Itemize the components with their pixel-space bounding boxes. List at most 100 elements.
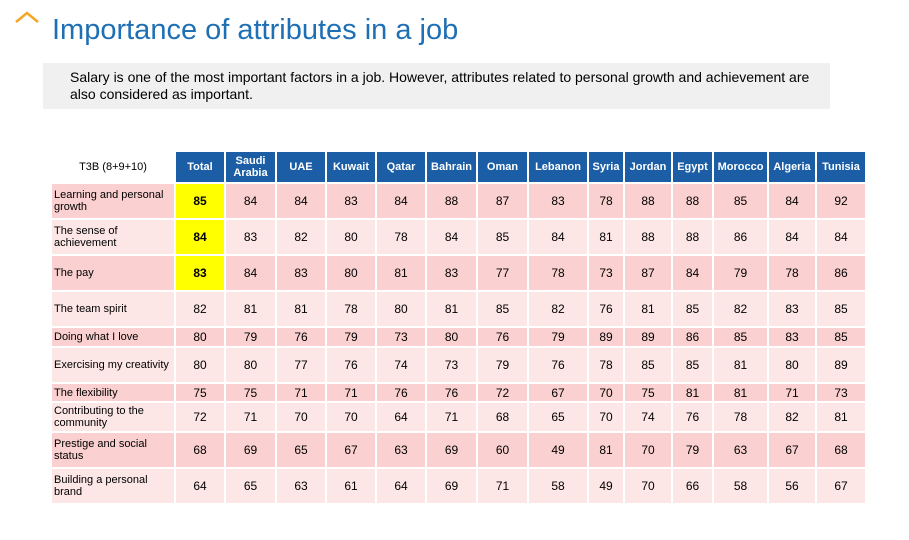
- value-cell: 84: [377, 184, 425, 218]
- value-cell: 83: [277, 256, 325, 290]
- value-cell: 73: [427, 348, 476, 382]
- value-cell: 85: [817, 328, 865, 346]
- table-row: The sense of achievement 84 83 82 80 78 84 85 84…: [52, 220, 865, 254]
- value-cell: 85: [478, 292, 527, 326]
- value-cell: 63: [714, 433, 767, 467]
- table-row: Building a personal brand 64 65 63 61 64 69 71 5…: [52, 469, 865, 503]
- value-cell: 81: [817, 403, 865, 431]
- value-cell: 81: [377, 256, 425, 290]
- value-cell: 71: [226, 403, 275, 431]
- value-cell: 81: [427, 292, 476, 326]
- value-cell: 81: [226, 292, 275, 326]
- table-row: The flexibility 75 75 71 71 76 76 72 67 70 75 81 81 7…: [52, 384, 865, 401]
- row-label: Building a personal brand: [52, 469, 174, 503]
- value-cell: 73: [377, 328, 425, 346]
- column-header: Lebanon: [529, 152, 587, 182]
- value-cell: 70: [625, 469, 671, 503]
- value-cell: 60: [478, 433, 527, 467]
- row-label: Contributing to the community: [52, 403, 174, 431]
- value-cell: 64: [377, 403, 425, 431]
- value-cell: 71: [327, 384, 375, 401]
- value-cell: 84: [427, 220, 476, 254]
- value-cell: 87: [478, 184, 527, 218]
- value-cell: 80: [327, 220, 375, 254]
- total-cell: 85: [176, 184, 224, 218]
- value-cell: 79: [529, 328, 587, 346]
- value-cell: 71: [277, 384, 325, 401]
- value-cell: 78: [714, 403, 767, 431]
- value-cell: 82: [277, 220, 325, 254]
- value-cell: 76: [377, 384, 425, 401]
- value-cell: 64: [377, 469, 425, 503]
- value-cell: 80: [769, 348, 815, 382]
- value-cell: 83: [529, 184, 587, 218]
- value-cell: 80: [377, 292, 425, 326]
- value-cell: 75: [625, 384, 671, 401]
- total-cell: 68: [176, 433, 224, 467]
- table-row: Learning and personal growth 85 84 84 83 84 88…: [52, 184, 865, 218]
- total-cell: 83: [176, 256, 224, 290]
- value-cell: 69: [427, 433, 476, 467]
- row-label: Exercising my creativity: [52, 348, 174, 382]
- value-cell: 77: [478, 256, 527, 290]
- value-cell: 85: [673, 348, 712, 382]
- value-cell: 85: [817, 292, 865, 326]
- column-header: Oman: [478, 152, 527, 182]
- value-cell: 86: [673, 328, 712, 346]
- column-header: Bahrain: [427, 152, 476, 182]
- value-cell: 71: [427, 403, 476, 431]
- table-row: The team spirit 82 81 81 78 80 81 85 82 76 81 85 82 8…: [52, 292, 865, 326]
- value-cell: 81: [673, 384, 712, 401]
- value-cell: 65: [529, 403, 587, 431]
- column-header: Algeria: [769, 152, 815, 182]
- value-cell: 80: [226, 348, 275, 382]
- value-cell: 84: [277, 184, 325, 218]
- row-label: The flexibility: [52, 384, 174, 401]
- value-cell: 82: [769, 403, 815, 431]
- value-cell: 49: [589, 469, 623, 503]
- value-cell: 83: [769, 292, 815, 326]
- row-label: Learning and personal growth: [52, 184, 174, 218]
- value-cell: 68: [817, 433, 865, 467]
- value-cell: 76: [478, 328, 527, 346]
- value-cell: 76: [589, 292, 623, 326]
- row-label: The pay: [52, 256, 174, 290]
- value-cell: 61: [327, 469, 375, 503]
- value-cell: 83: [226, 220, 275, 254]
- value-cell: 81: [625, 292, 671, 326]
- attributes-table: T3B (8+9+10) Total Saudi Arabia UAE Kuwait Qa…: [50, 150, 867, 505]
- column-header: Saudi Arabia: [226, 152, 275, 182]
- value-cell: 80: [427, 328, 476, 346]
- value-cell: 71: [769, 384, 815, 401]
- value-cell: 89: [589, 328, 623, 346]
- value-cell: 63: [377, 433, 425, 467]
- value-cell: 78: [529, 256, 587, 290]
- value-cell: 65: [277, 433, 325, 467]
- value-cell: 76: [673, 403, 712, 431]
- value-cell: 81: [277, 292, 325, 326]
- value-cell: 73: [817, 384, 865, 401]
- value-cell: 84: [226, 256, 275, 290]
- value-cell: 85: [625, 348, 671, 382]
- value-cell: 86: [714, 220, 767, 254]
- column-header: Jordan: [625, 152, 671, 182]
- summary-box: Salary is one of the most important fact…: [43, 63, 830, 109]
- value-cell: 85: [714, 184, 767, 218]
- value-cell: 79: [714, 256, 767, 290]
- total-cell: 84: [176, 220, 224, 254]
- value-cell: 67: [529, 384, 587, 401]
- value-cell: 87: [625, 256, 671, 290]
- value-cell: 71: [478, 469, 527, 503]
- value-cell: 76: [427, 384, 476, 401]
- column-header: UAE: [277, 152, 325, 182]
- value-cell: 78: [589, 184, 623, 218]
- value-cell: 67: [769, 433, 815, 467]
- value-cell: 63: [277, 469, 325, 503]
- value-cell: 88: [427, 184, 476, 218]
- value-cell: 67: [817, 469, 865, 503]
- value-cell: 78: [769, 256, 815, 290]
- value-cell: 69: [427, 469, 476, 503]
- table-row: Doing what I love 80 79 76 79 73 80 76 79 89 89 86 8…: [52, 328, 865, 346]
- value-cell: 88: [625, 220, 671, 254]
- total-cell: 80: [176, 328, 224, 346]
